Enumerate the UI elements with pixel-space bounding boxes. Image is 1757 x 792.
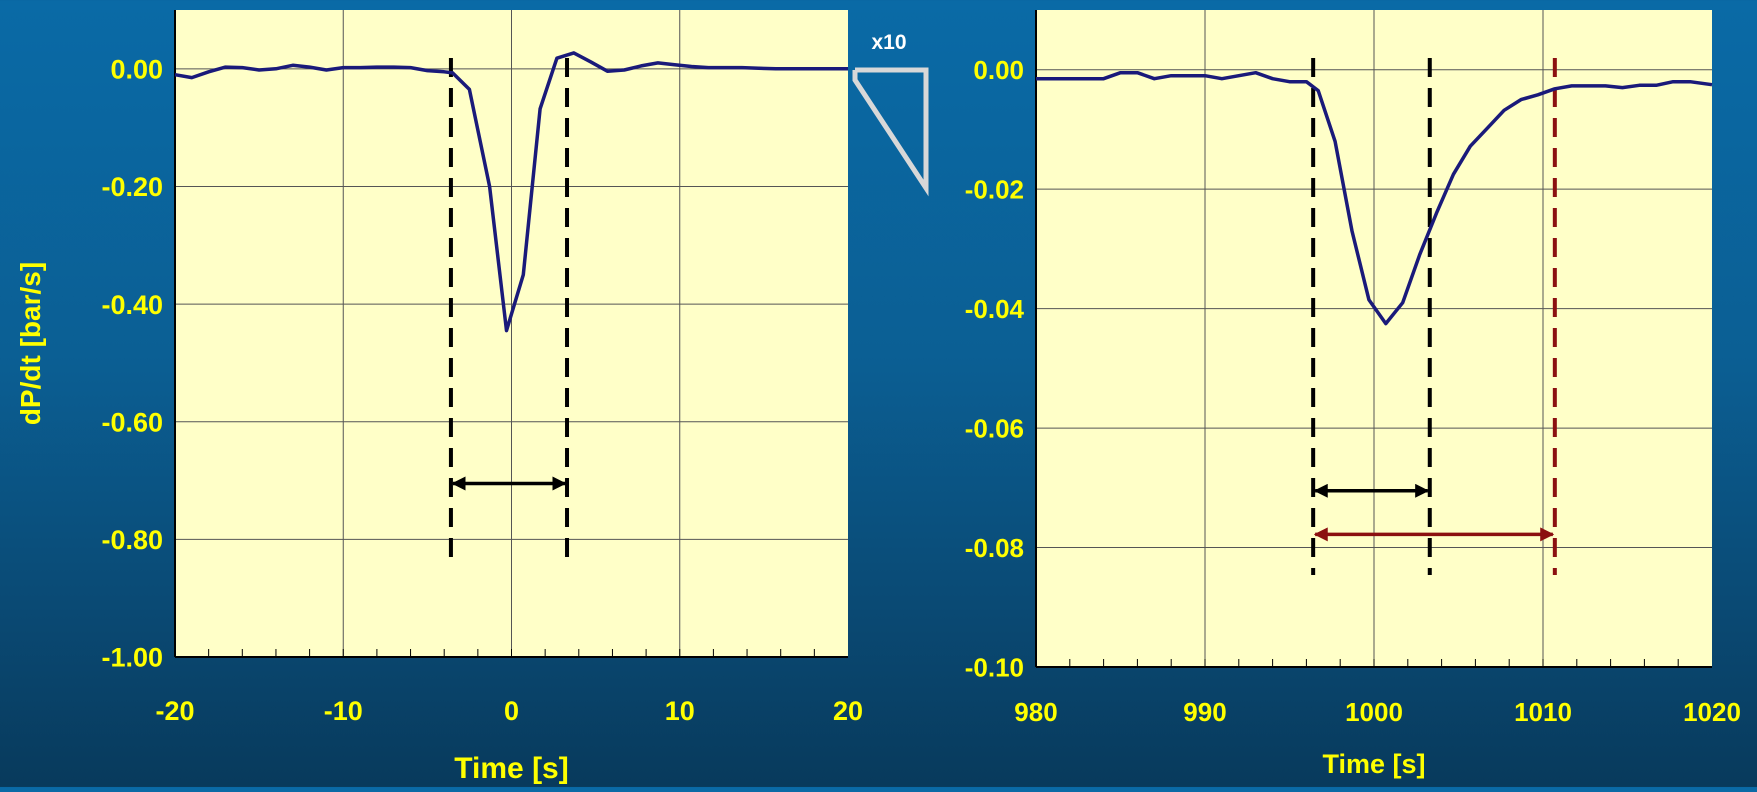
- zoom-label: x10: [871, 31, 906, 54]
- x-axis-label: Time [s]: [1322, 749, 1425, 779]
- y-tick-label: -0.10: [965, 652, 1024, 682]
- x-tick-label: 1010: [1514, 697, 1572, 727]
- x-tick-label: -20: [155, 696, 194, 726]
- y-tick-label: 0.00: [110, 55, 163, 85]
- x-tick-label: 990: [1183, 697, 1226, 727]
- x-tick-label: 1020: [1683, 697, 1741, 727]
- zoom-callout-icon: [852, 67, 929, 197]
- y-tick-label: -1.00: [101, 643, 163, 673]
- x-tick-label: 0: [504, 696, 519, 726]
- left-chart: -20 -10 0 10 20 0.00 -0.20 -0.40 -0.60 -0.80 -1.00…: [15, 10, 863, 785]
- y-tick-label: -0.04: [965, 294, 1025, 324]
- x-tick-label: 10: [665, 696, 695, 726]
- y-tick-label: -0.20: [101, 172, 163, 202]
- y-tick-label: -0.40: [101, 290, 163, 320]
- y-tick-label: -0.06: [965, 413, 1024, 443]
- x-tick-label: 980: [1014, 697, 1057, 727]
- right-chart: 980 990 1000 1010 1020 0.00 -0.02 -0.04 -0.06 -0.…: [965, 10, 1741, 779]
- y-tick-label: -0.80: [101, 525, 163, 555]
- y-tick-label: 0.00: [973, 55, 1024, 85]
- y-tick-label: -0.08: [965, 533, 1024, 563]
- series-line: [1036, 70, 1713, 326]
- y-axis-label: dP/dt [bar/s]: [15, 262, 46, 425]
- x-tick-label: 1000: [1345, 697, 1403, 727]
- y-tick-label: -0.02: [965, 175, 1024, 205]
- x-tick-label: 20: [833, 696, 863, 726]
- series-line: [174, 51, 848, 333]
- x-axis-label: Time [s]: [454, 752, 568, 785]
- y-tick-label: -0.60: [101, 407, 163, 437]
- x-tick-label: -10: [324, 696, 363, 726]
